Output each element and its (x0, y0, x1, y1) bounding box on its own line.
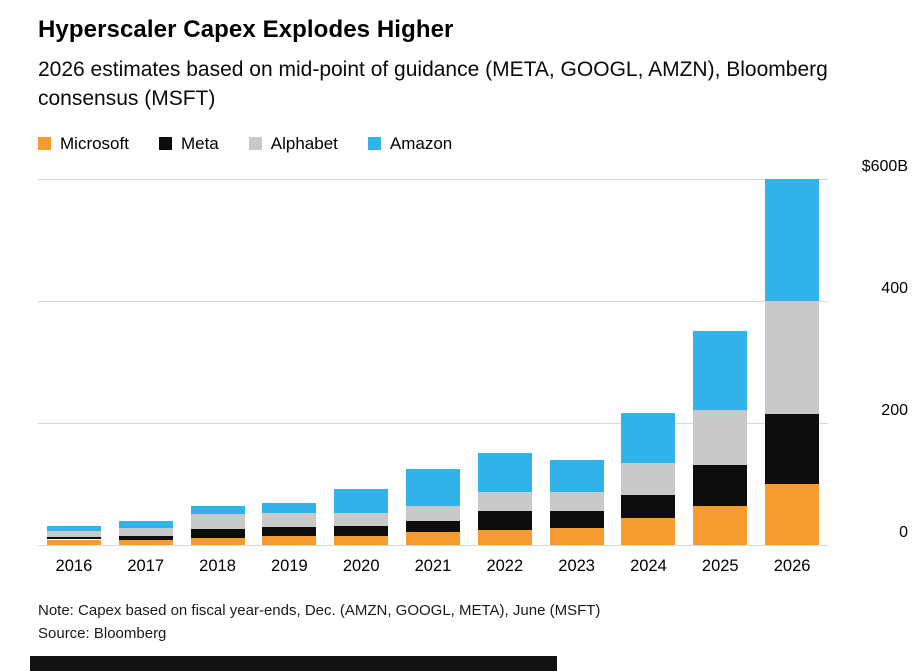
bar-segment-2026-meta (765, 413, 820, 484)
y-axis-label-0: 0 (899, 524, 908, 541)
bar-segment-2020-alphabet (334, 512, 389, 527)
bar-segment-2025-meta (693, 465, 748, 506)
gridline-0 (38, 545, 828, 546)
footer-source: Source: Bloomberg (38, 624, 167, 642)
x-axis-label-2019: 2019 (271, 557, 308, 575)
legend-item-amazon: Amazon (367, 133, 453, 154)
legend-item-microsoft: Microsoft (38, 134, 129, 154)
bar-segment-2019-meta (262, 527, 317, 537)
bar-segment-2023-microsoft (549, 527, 604, 545)
bar-segment-2018-alphabet (190, 513, 245, 530)
bar-segment-2020-amazon (334, 488, 389, 513)
bar-segment-2016-amazon (46, 526, 101, 531)
legend-label: Alphabet (270, 133, 338, 153)
bar-segment-2025-amazon (693, 330, 748, 410)
bar-segment-2026-alphabet (765, 301, 820, 414)
bar-segment-2023-meta (549, 511, 604, 528)
gridline-600 (38, 179, 828, 180)
x-axis-label-2023: 2023 (558, 557, 595, 575)
chart-legend: Microsoft Meta Alphabet Amazon (38, 134, 882, 154)
legend-swatch-meta (158, 137, 172, 151)
x-axis-label-2022: 2022 (486, 557, 524, 575)
bar-segment-2017-alphabet (118, 527, 173, 536)
legend-swatch-amazon (367, 137, 381, 151)
bar-segment-2016-meta (46, 536, 101, 540)
bar-segment-2024-meta (621, 495, 676, 518)
bar-segment-2018-amazon (190, 505, 245, 514)
bar-segment-2018-microsoft (190, 537, 245, 545)
bar-segment-2025-alphabet (693, 409, 748, 466)
legend-swatch-alphabet (248, 137, 262, 151)
bar-segment-2022-meta (477, 511, 532, 531)
bar-segment-2017-meta (118, 535, 173, 541)
legend-item-alphabet: Alphabet (248, 133, 338, 154)
legend-item-meta: Meta (158, 133, 219, 154)
bar-segment-2021-amazon (406, 468, 460, 506)
chart-area: $600B 400 200 0 2016 2017 2018 2019 2020 2021 2022… (0, 158, 920, 590)
bar-segment-2017-microsoft (118, 540, 173, 545)
bar-segment-2019-amazon (262, 502, 317, 513)
bar-segment-2024-microsoft (621, 517, 676, 545)
x-axis-label-2020: 2020 (342, 557, 380, 575)
bar-segment-2022-amazon (477, 453, 532, 492)
y-axis-label-400: 400 (881, 280, 908, 297)
x-axis-label-2026: 2026 (773, 557, 811, 575)
x-axis-label-2017: 2017 (127, 557, 165, 575)
footer-note: Note: Capex based on fiscal year-ends, D… (38, 602, 601, 619)
x-axis-label-2016: 2016 (55, 557, 93, 575)
bar-segment-2024-amazon (621, 412, 676, 464)
bar-segment-2021-meta (406, 520, 460, 533)
page-bottom-strip (30, 656, 557, 671)
bar-segment-2020-meta (334, 526, 389, 536)
chart-header: Hyperscaler Capex Explodes Higher 2026 e… (0, 0, 920, 154)
x-axis-label-2021: 2021 (414, 557, 452, 575)
bar-segment-2021-alphabet (406, 505, 460, 521)
gridline-200 (38, 423, 828, 424)
x-axis-label-2024: 2024 (630, 557, 667, 575)
chart-subtitle: 2026 estimates based on mid-point of gui… (38, 58, 828, 110)
gridline-400 (38, 301, 828, 302)
chart-title: Hyperscaler Capex Explodes Higher (38, 16, 454, 43)
legend-label: Microsoft (60, 133, 129, 153)
bar-segment-2022-microsoft (477, 530, 532, 545)
bar-segment-2023-amazon (549, 459, 604, 492)
bar-segment-2020-microsoft (334, 535, 389, 545)
y-axis-label-200: 200 (881, 402, 908, 419)
bar-segment-2016-alphabet (46, 530, 101, 537)
x-axis-label-2018: 2018 (199, 557, 236, 575)
bar-segment-2022-alphabet (477, 491, 532, 512)
x-axis-label-2025: 2025 (701, 557, 739, 575)
bar-segment-2019-alphabet (262, 512, 317, 528)
bar-segment-2026-microsoft (765, 484, 820, 545)
bar-segment-2019-microsoft (262, 536, 317, 545)
bar-segment-2024-alphabet (621, 463, 676, 496)
legend-swatch-microsoft (38, 137, 51, 151)
chart-footer: Note: Capex based on fiscal year-ends, D… (38, 600, 600, 646)
bar-segment-2025-microsoft (693, 505, 748, 545)
bar-segment-2023-alphabet (549, 491, 604, 512)
legend-label: Meta (180, 133, 219, 153)
bar-segment-2021-microsoft (406, 532, 460, 545)
bar-segment-2018-meta (190, 529, 245, 538)
y-axis-label-600: $600B (861, 158, 908, 175)
bar-segment-2016-microsoft (46, 539, 101, 545)
bar-segment-2017-amazon (118, 520, 173, 528)
legend-label: Amazon (389, 133, 453, 153)
bar-segment-2026-amazon (765, 179, 820, 301)
